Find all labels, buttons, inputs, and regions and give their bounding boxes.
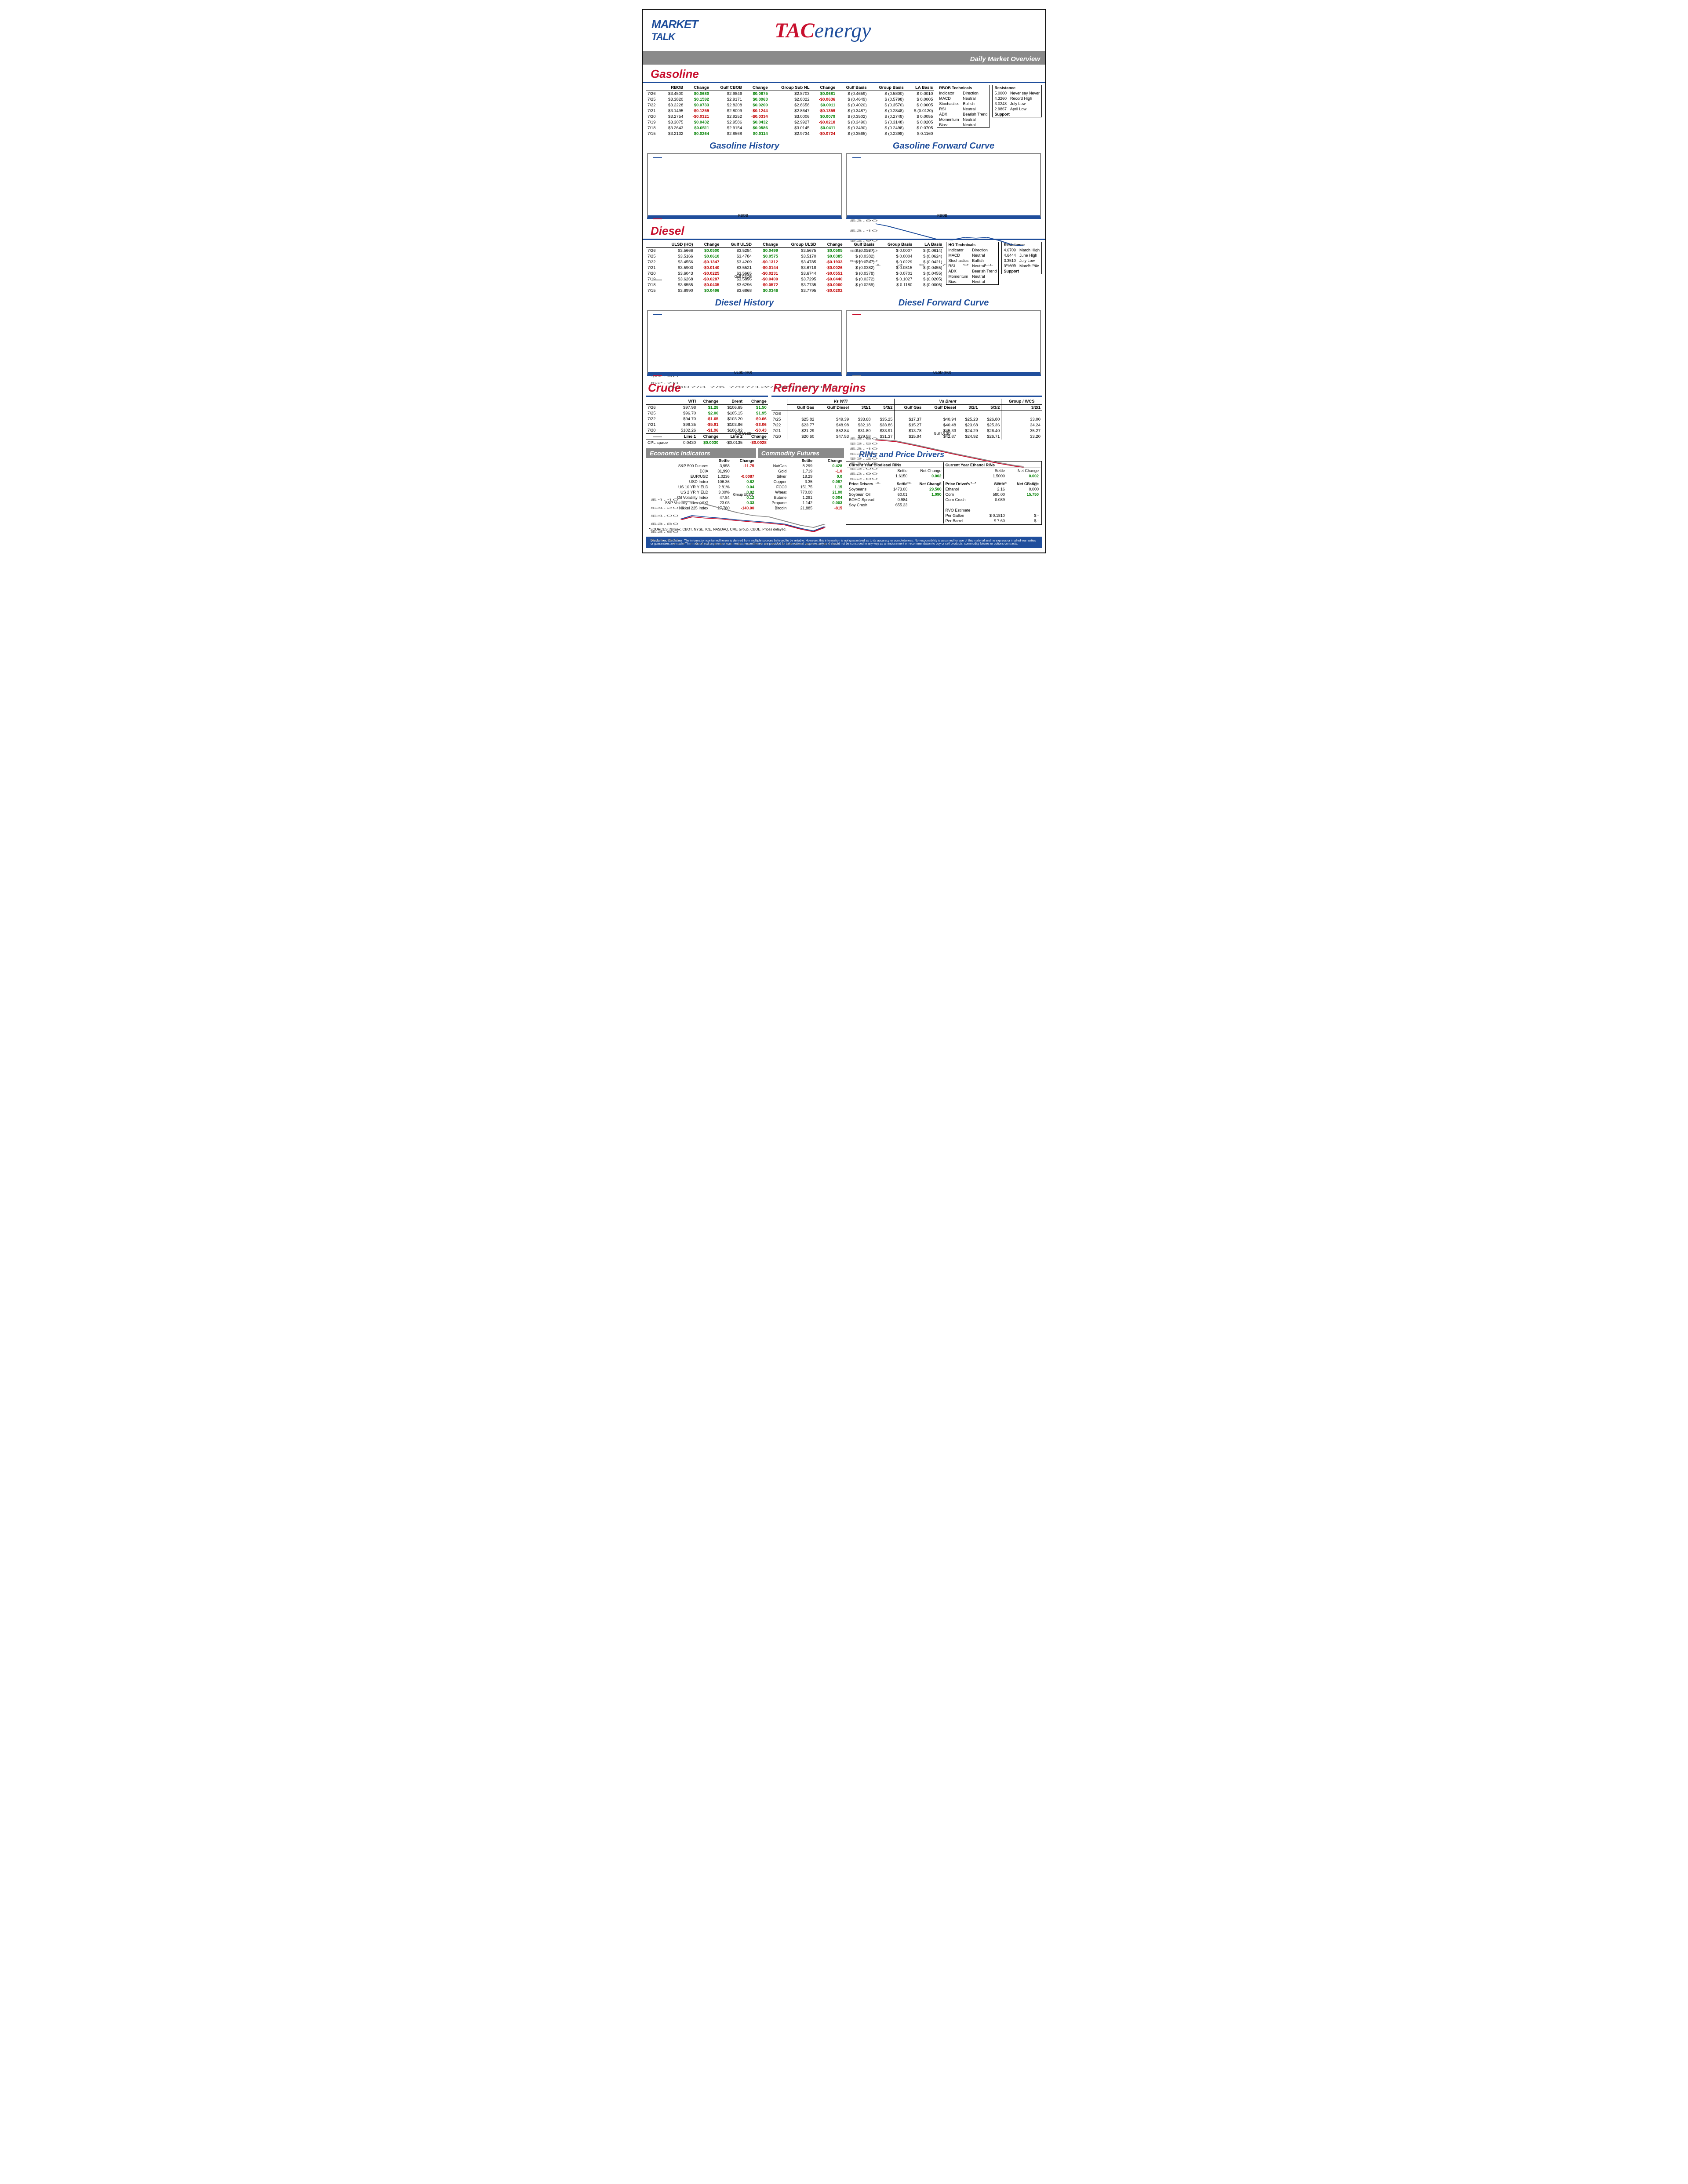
gasoline-technicals: RBOB TechnicalsIndicatorDirectionMACDNeu… bbox=[937, 85, 990, 128]
svg-text:$2.90: $2.90 bbox=[850, 472, 878, 476]
svg-text:$3.60: $3.60 bbox=[850, 437, 878, 440]
svg-text:$2.40: $2.40 bbox=[850, 249, 878, 252]
svg-text:7/25: 7/25 bbox=[822, 542, 838, 546]
diesel-fwd-chart: ULSD (HO) Gulf ULSD$3.60$3.50$3.40$3.30$… bbox=[846, 310, 1041, 376]
svg-text:7: 7 bbox=[936, 481, 942, 484]
svg-text:9: 9 bbox=[963, 263, 969, 266]
tac-energy-logo: TACenergy bbox=[775, 18, 871, 43]
svg-text:1: 1 bbox=[875, 481, 881, 484]
svg-text:$3.20: $3.20 bbox=[850, 457, 878, 461]
svg-text:$3.40: $3.40 bbox=[850, 229, 878, 233]
svg-text:13: 13 bbox=[1004, 263, 1016, 266]
svg-text:$3.00: $3.00 bbox=[850, 467, 878, 471]
svg-text:4: 4 bbox=[906, 481, 912, 484]
svg-text:$1.90: $1.90 bbox=[850, 259, 878, 262]
svg-text:10: 10 bbox=[964, 481, 977, 484]
svg-text:7/9: 7/9 bbox=[688, 542, 704, 546]
svg-text:$3.10: $3.10 bbox=[850, 462, 878, 465]
svg-text:1: 1 bbox=[875, 263, 881, 266]
svg-text:$3.50: $3.50 bbox=[850, 442, 878, 446]
gasoline-table: RBOBChangeGulf CBOBChangeGroup Sub NLCha… bbox=[646, 85, 934, 137]
svg-text:$3.40: $3.40 bbox=[850, 447, 878, 451]
svg-text:13: 13 bbox=[995, 481, 1008, 484]
svg-text:$3.40: $3.40 bbox=[651, 538, 679, 541]
svg-text:$3.60: $3.60 bbox=[651, 530, 679, 534]
svg-text:$2.90: $2.90 bbox=[850, 239, 878, 243]
header: MARKET TALK TACenergy bbox=[643, 10, 1045, 54]
svg-text:16: 16 bbox=[1026, 481, 1037, 484]
svg-text:$4.40: $4.40 bbox=[651, 498, 679, 501]
gasoline-resistance: Resistance5.0000Never say Never4.3260Rec… bbox=[992, 85, 1042, 117]
gasoline-block: RBOBChangeGulf CBOBChangeGroup Sub NLCha… bbox=[643, 85, 1045, 137]
market-talk-logo: MARKET TALK bbox=[651, 18, 698, 43]
svg-text:11: 11 bbox=[982, 263, 994, 266]
gasoline-fwd-chart: RBOB$3.90$3.40$2.90$2.40$1.9013579111315 bbox=[846, 153, 1041, 219]
svg-text:$3.30: $3.30 bbox=[850, 452, 878, 455]
gasoline-history-title: Gasoline History bbox=[647, 141, 842, 151]
svg-text:5: 5 bbox=[919, 263, 925, 266]
diesel-history-chart: ULSD (HO) Gulf ULSD Group ULSD$4.40$4.20… bbox=[647, 310, 842, 376]
svg-text:$4.00: $4.00 bbox=[651, 514, 679, 518]
gasoline-history-chart: RBOB Gulf CBOB Group Sub NL$3.90$3.70$3.… bbox=[647, 153, 842, 219]
svg-text:7: 7 bbox=[941, 263, 947, 266]
gasoline-title: Gasoline bbox=[643, 65, 1045, 83]
diesel-fwd-title: Diesel Forward Curve bbox=[846, 298, 1041, 308]
overview-bar: Daily Market Overview bbox=[643, 54, 1045, 65]
svg-text:3: 3 bbox=[897, 263, 903, 266]
svg-text:7/7: 7/7 bbox=[671, 542, 687, 546]
gasoline-fwd-title: Gasoline Forward Curve bbox=[846, 141, 1041, 151]
svg-text:$2.80: $2.80 bbox=[850, 477, 878, 480]
svg-text:$3.90: $3.90 bbox=[850, 219, 878, 222]
svg-text:15: 15 bbox=[1026, 263, 1037, 266]
svg-text:$4.20: $4.20 bbox=[651, 506, 679, 509]
svg-text:$3.80: $3.80 bbox=[651, 522, 679, 526]
